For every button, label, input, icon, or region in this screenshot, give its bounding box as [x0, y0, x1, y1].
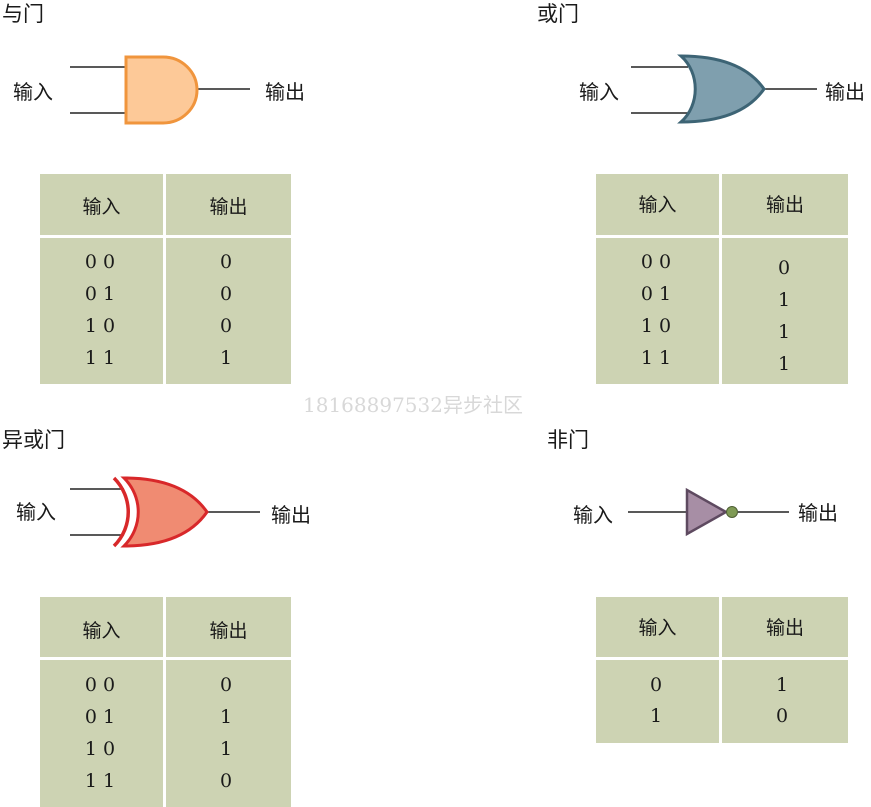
or-gate-body — [677, 54, 766, 124]
and-gate-output-label: 输出 — [265, 80, 305, 104]
and-row-3-output: 0 — [219, 315, 233, 337]
not-gate-output-label: 输出 — [798, 501, 838, 525]
and-row-3-input: 1 0 — [84, 315, 116, 337]
xor-row-1-input: 0 0 — [84, 674, 116, 696]
or-table-header-input: 输入 — [638, 194, 677, 216]
or-row-4-output: 1 — [777, 353, 791, 375]
xor-gate-output-label: 输出 — [271, 503, 311, 527]
not-gate-title: 非门 — [547, 428, 589, 452]
and-row-2-output: 0 — [219, 283, 233, 305]
or-row-2-output: 1 — [777, 289, 791, 311]
xor-row-1-output: 0 — [219, 674, 233, 696]
xor-table-header-output: 输出 — [209, 620, 248, 642]
not-row-2-input: 1 — [649, 705, 663, 727]
xor-table-header-input: 输入 — [82, 620, 121, 642]
or-truth-table: 输入 输出 0 0 0 0 1 1 1 0 1 1 1 1 — [596, 174, 848, 384]
or-gate-input-label: 输入 — [579, 80, 619, 104]
xor-row-3-output: 1 — [219, 738, 233, 760]
and-row-4-input: 1 1 — [84, 347, 116, 369]
not-truth-table: 输入 输出 0 1 1 0 — [596, 597, 848, 743]
and-row-2-input: 0 1 — [84, 283, 116, 305]
and-gate-title: 与门 — [2, 2, 44, 26]
not-table-header-input: 输入 — [638, 617, 677, 639]
and-gate-input-label: 输入 — [13, 80, 53, 104]
xor-gate-title: 异或门 — [2, 428, 65, 452]
or-row-1-output: 0 — [777, 257, 791, 279]
xor-row-2-input: 0 1 — [84, 706, 116, 728]
not-gate-symbol — [628, 487, 789, 537]
xor-gate-symbol — [70, 476, 260, 548]
xor-gate-back-arc — [112, 476, 130, 548]
or-gate-symbol — [631, 54, 817, 124]
or-row-4-input: 1 1 — [640, 347, 672, 369]
or-row-1-input: 0 0 — [640, 251, 672, 273]
xor-row-4-input: 1 1 — [84, 770, 116, 792]
not-gate-input-label: 输入 — [573, 503, 613, 527]
and-gate-body — [124, 55, 199, 125]
and-row-4-output: 1 — [219, 347, 233, 369]
or-row-3-output: 1 — [777, 321, 791, 343]
not-gate-bubble — [726, 506, 738, 518]
and-row-1-output: 0 — [219, 251, 233, 273]
not-table-header-output: 输出 — [765, 617, 804, 639]
xor-truth-table: 输入 输出 0 0 0 0 1 1 1 0 1 1 1 0 — [40, 597, 291, 807]
xor-row-2-output: 1 — [219, 706, 233, 728]
or-row-2-input: 0 1 — [640, 283, 672, 305]
not-row-1-output: 1 — [775, 674, 789, 696]
xor-gate-input-label: 输入 — [16, 500, 56, 524]
and-row-1-input: 0 0 — [84, 251, 116, 273]
or-gate-title: 或门 — [537, 2, 579, 26]
not-row-2-output: 0 — [775, 705, 789, 727]
or-table-header-output: 输出 — [765, 194, 804, 216]
or-gate-output-label: 输出 — [825, 80, 865, 104]
and-table-header-output: 输出 — [209, 196, 248, 218]
and-table-header-input: 输入 — [82, 196, 121, 218]
and-truth-table: 输入 输出 0 0 0 0 1 0 1 0 0 1 1 1 — [40, 174, 291, 384]
or-row-3-input: 1 0 — [640, 315, 672, 337]
xor-gate-body — [120, 476, 209, 548]
xor-row-3-input: 1 0 — [84, 738, 116, 760]
watermark-text: 18168897532异步社区 — [303, 393, 523, 417]
not-row-1-input: 0 — [649, 674, 663, 696]
not-gate-body — [685, 487, 729, 537]
and-gate-symbol — [70, 55, 250, 125]
xor-row-4-output: 0 — [219, 770, 233, 792]
